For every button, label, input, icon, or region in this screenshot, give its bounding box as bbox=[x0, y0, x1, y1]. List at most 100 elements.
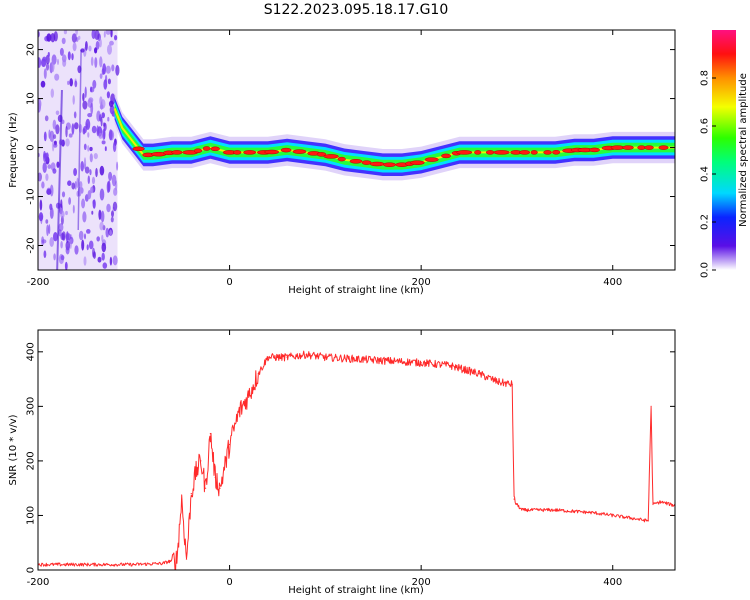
noise-blob bbox=[105, 30, 111, 35]
noise-blob bbox=[45, 54, 50, 65]
noise-blob bbox=[91, 125, 97, 134]
noise-blob bbox=[40, 214, 43, 225]
snr-data-point bbox=[516, 503, 518, 506]
noise-blob bbox=[88, 240, 94, 250]
noise-blob bbox=[69, 238, 72, 250]
noise-blob bbox=[68, 133, 73, 138]
snr-x-axis-label: Height of straight line (km) bbox=[288, 585, 424, 596]
y-tick-label: 0 bbox=[26, 567, 37, 573]
noise-blob bbox=[47, 52, 50, 58]
snr-data-point bbox=[185, 558, 188, 560]
noise-blob bbox=[67, 80, 70, 85]
noise-blob bbox=[53, 134, 57, 140]
noise-blob bbox=[65, 246, 70, 255]
snr-data-point bbox=[660, 501, 662, 503]
noise-blob bbox=[87, 113, 93, 118]
snr-data-point bbox=[650, 405, 652, 407]
snr-data-point bbox=[324, 356, 326, 358]
snr-data-point bbox=[229, 443, 231, 446]
noise-blob bbox=[102, 262, 108, 269]
noise-blob bbox=[49, 237, 54, 247]
noise-blob bbox=[43, 68, 47, 79]
noise-blob bbox=[74, 80, 78, 88]
snr-y-axis-label: SNR (10 * v/v) bbox=[8, 414, 19, 485]
noise-blob bbox=[96, 125, 99, 137]
noise-streak bbox=[77, 49, 82, 231]
x-tick-label: -200 bbox=[27, 577, 50, 588]
noise-blob bbox=[100, 101, 103, 111]
ridge-peak-blob bbox=[243, 150, 257, 155]
ridge-peak-blob bbox=[409, 160, 425, 165]
noise-blob bbox=[61, 37, 66, 45]
colorbar-tick-label: 0.4 bbox=[700, 166, 711, 182]
noise-blob bbox=[45, 63, 50, 71]
noise-blob bbox=[107, 116, 110, 122]
noise-blob bbox=[106, 203, 111, 213]
colorbar: 0.0 0.2 0.4 0.6 0.8 Normalized spectral ampl… bbox=[700, 30, 749, 278]
noise-blob bbox=[41, 239, 47, 244]
noise-blob bbox=[105, 227, 110, 238]
noise-blob bbox=[65, 210, 68, 216]
noise-blob bbox=[82, 211, 87, 223]
noise-blob bbox=[103, 31, 106, 38]
noise-blob bbox=[39, 199, 43, 211]
noise-blob bbox=[96, 110, 101, 122]
snr-data-point bbox=[554, 509, 556, 511]
ridge-peak-blob bbox=[316, 152, 327, 157]
noise-blob bbox=[80, 187, 84, 194]
noise-streak bbox=[56, 89, 63, 270]
noise-blob bbox=[63, 30, 67, 35]
colorbar-ticks: 0.0 0.2 0.4 0.6 0.8 bbox=[700, 70, 716, 278]
noise-blob bbox=[50, 33, 56, 43]
noise-blob bbox=[97, 256, 102, 263]
noise-blob bbox=[86, 229, 91, 234]
noise-blob bbox=[102, 63, 107, 75]
noise-blob bbox=[83, 143, 87, 150]
noise-blob bbox=[41, 181, 45, 189]
noise-blob bbox=[49, 130, 55, 142]
noise-blob bbox=[43, 150, 46, 163]
noise-blob bbox=[99, 38, 102, 48]
noise-blob bbox=[67, 180, 72, 186]
noise-blob bbox=[80, 161, 84, 172]
noise-blob bbox=[65, 138, 70, 147]
noise-blob bbox=[84, 166, 90, 174]
noise-blob bbox=[109, 256, 113, 266]
noise-blob bbox=[50, 88, 54, 98]
noise-blob bbox=[50, 60, 55, 73]
snr-frame bbox=[37, 329, 676, 571]
noise-blob bbox=[90, 102, 94, 115]
noise-blob bbox=[67, 51, 71, 61]
noise-blob bbox=[81, 239, 85, 251]
snr-data-point bbox=[511, 383, 513, 386]
y-tick-label: 20 bbox=[26, 43, 37, 56]
noise-blob bbox=[109, 40, 114, 46]
x-tick-label: 200 bbox=[412, 277, 431, 288]
snr-data-point bbox=[181, 498, 183, 500]
noise-blob bbox=[71, 53, 74, 61]
y-tick-label: 200 bbox=[26, 451, 37, 470]
ridge-peak-blob bbox=[552, 150, 561, 155]
noise-blob bbox=[74, 122, 79, 130]
noise-blob bbox=[91, 176, 96, 185]
noise-blob bbox=[83, 157, 87, 169]
x-tick-label: 400 bbox=[603, 577, 622, 588]
noise-blob bbox=[64, 261, 68, 270]
noise-blob bbox=[82, 92, 85, 102]
noise-blob bbox=[90, 56, 94, 66]
snr-data-point bbox=[652, 503, 654, 506]
noise-blob bbox=[79, 181, 83, 189]
ridge-peak-blob bbox=[543, 150, 552, 155]
ridge-peak-blob bbox=[382, 162, 397, 167]
snr-data-point bbox=[133, 563, 135, 566]
noise-blob bbox=[60, 216, 64, 225]
noise-blob bbox=[72, 204, 75, 214]
noise-blob bbox=[101, 140, 106, 145]
ridge-peak-blob bbox=[292, 149, 307, 154]
y-tick-label: -20 bbox=[26, 237, 37, 253]
noise-blob bbox=[59, 47, 64, 56]
ridge-peak-blob bbox=[530, 150, 538, 155]
noise-blob bbox=[55, 110, 60, 116]
snr-marks bbox=[38, 350, 675, 570]
noise-blob bbox=[87, 145, 90, 152]
